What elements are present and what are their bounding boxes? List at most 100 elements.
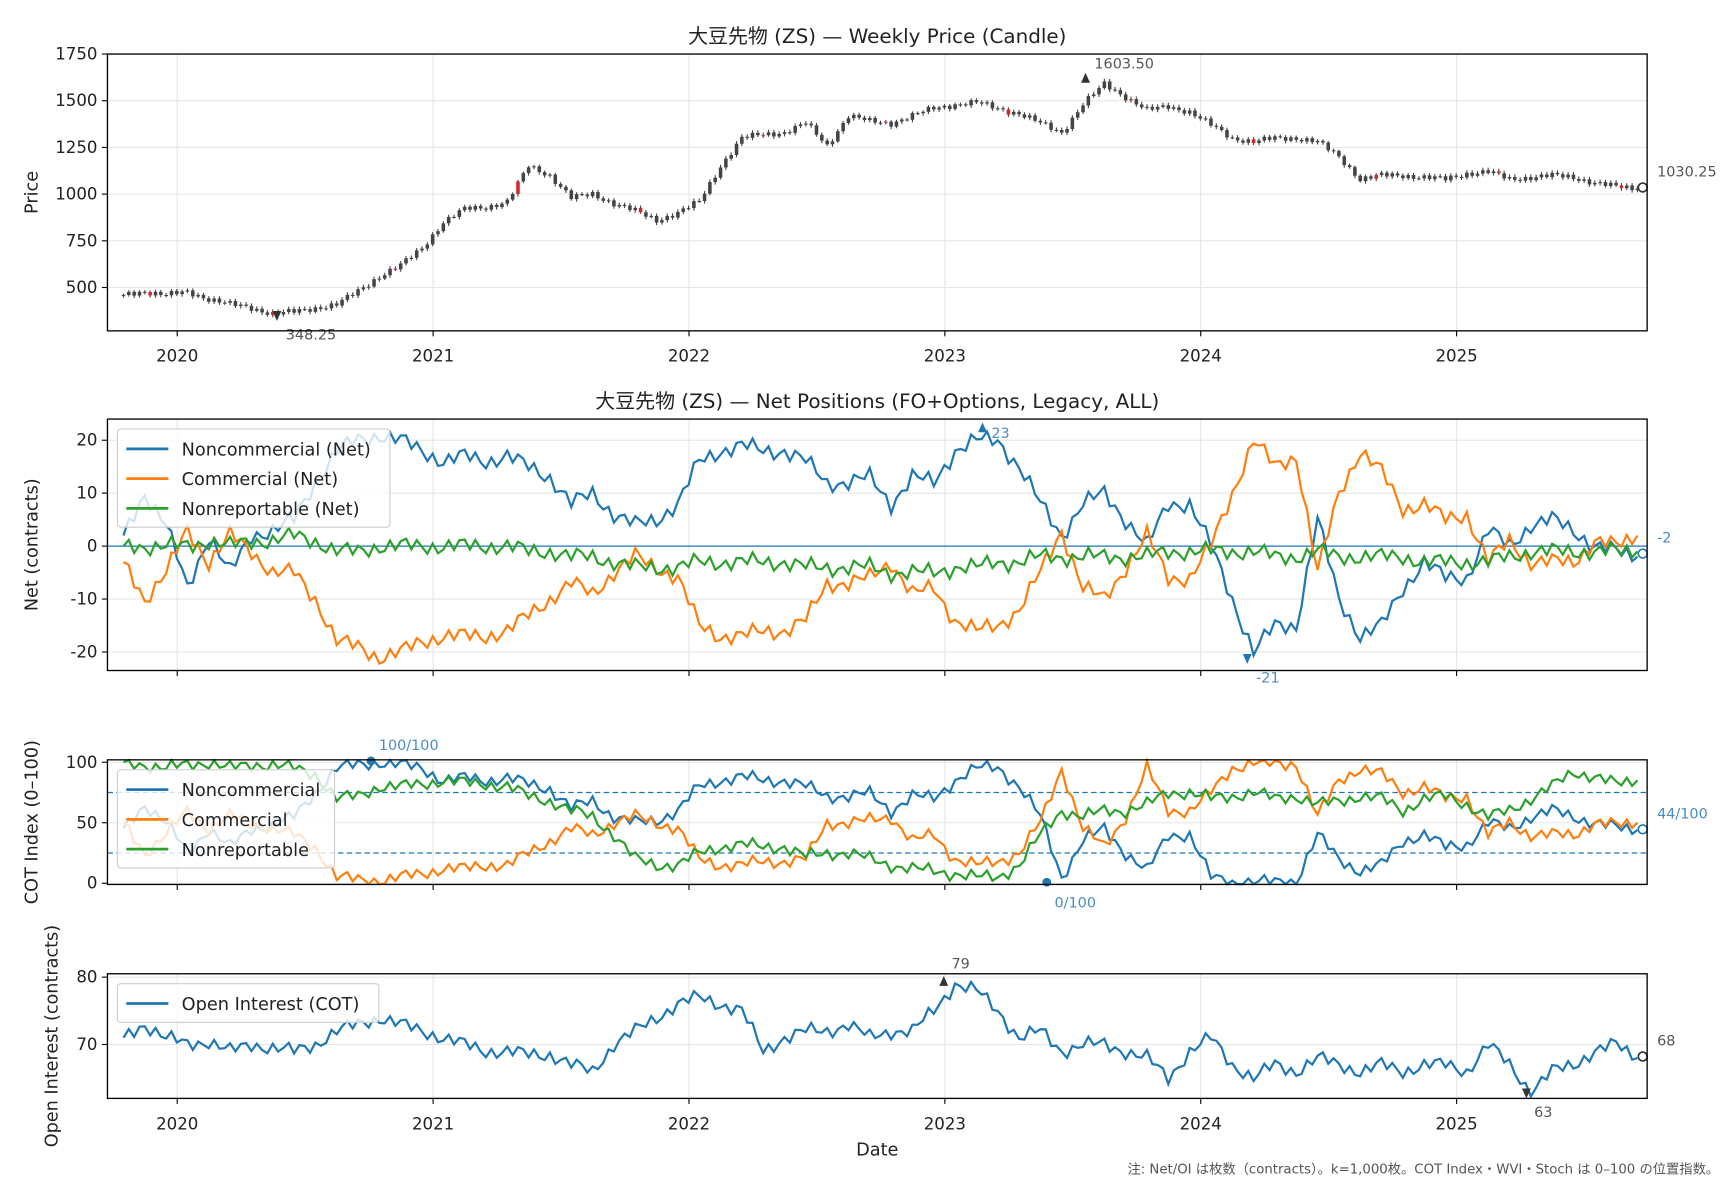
candle-body <box>926 106 931 112</box>
candle-body <box>702 193 707 202</box>
candle-body <box>724 158 728 168</box>
candle-body <box>516 181 520 195</box>
candle-body <box>223 302 227 304</box>
y-tick-label: 100 <box>66 753 98 772</box>
y-tick-label: 1250 <box>55 138 97 157</box>
candle-body <box>254 308 259 311</box>
candle-body <box>1262 136 1267 141</box>
candle-body <box>473 205 478 210</box>
candle-body <box>207 298 211 302</box>
candle-body <box>878 122 883 124</box>
candle-body <box>761 135 765 137</box>
panel-2: -20 -10 0 10 20 大豆先物 (ZS) — Net Positions (FO… <box>23 390 1672 687</box>
candle-body <box>1555 172 1560 175</box>
candle-body <box>1049 122 1053 130</box>
candle-body <box>841 123 845 132</box>
candle-body <box>1011 111 1016 115</box>
candle-body <box>1118 90 1123 95</box>
candle-body <box>766 132 771 136</box>
candle-body <box>1086 96 1091 106</box>
candle-body <box>1507 176 1512 179</box>
candle-body <box>1043 122 1048 124</box>
candle-body <box>510 194 515 200</box>
panel-title: 大豆先物 (ZS) — Weekly Price (Candle) <box>688 25 1066 48</box>
legend: Open Interest (COT) <box>116 983 380 1023</box>
series-line-noncommercial <box>122 758 1639 886</box>
candle-body <box>601 198 606 201</box>
series-line-commercial <box>122 756 1639 886</box>
candle-body <box>420 248 424 251</box>
candle-body <box>494 204 499 208</box>
candle-body <box>1257 140 1261 144</box>
x-tick-label: 2025 <box>1435 347 1477 366</box>
candle-body <box>1209 118 1213 126</box>
candle-body <box>969 100 973 106</box>
legend-label: Nonreportable <box>182 841 309 861</box>
candle-body <box>212 298 216 302</box>
min-annotation: 63 <box>1534 1105 1552 1121</box>
candle-body <box>1299 139 1304 142</box>
x-tick-label: 2022 <box>668 347 710 366</box>
last-marker-icon <box>1637 182 1648 193</box>
candle-body <box>942 105 947 108</box>
candle-body <box>1614 182 1618 186</box>
candle-body <box>1305 138 1309 142</box>
candle-body <box>1353 167 1357 176</box>
candle-body <box>1091 94 1096 97</box>
plot-area <box>107 756 1648 886</box>
candle-body <box>1358 175 1363 182</box>
candle-body <box>239 304 243 307</box>
candle-body <box>777 133 781 137</box>
candle-body <box>1065 128 1069 133</box>
candle-body <box>708 182 712 194</box>
x-tick-label: 2023 <box>924 1114 966 1133</box>
candle-body <box>963 104 968 106</box>
candle-body <box>1219 126 1224 130</box>
candle-body <box>372 279 376 287</box>
candle-body <box>1326 142 1331 151</box>
candle-body <box>132 291 136 296</box>
candle-body <box>814 125 819 135</box>
candle-body <box>868 117 872 121</box>
candle-body <box>1529 176 1533 181</box>
candle-body <box>468 206 472 210</box>
panel-4: 2020 2021 2022 2023 2024 2025 70 80 Open Interes… <box>43 925 1676 1161</box>
max-marker-icon <box>1081 72 1090 83</box>
x-tick-label: 2021 <box>412 347 454 366</box>
candle-body <box>1166 105 1171 109</box>
legend-label: Open Interest (COT) <box>182 995 360 1015</box>
candle-body <box>820 134 824 141</box>
candle-body <box>1150 106 1155 110</box>
candle-body <box>553 174 558 184</box>
candle-body <box>217 298 222 303</box>
candle-body <box>302 309 307 311</box>
candle-body <box>953 104 957 109</box>
candle-body <box>1001 108 1005 110</box>
candle-body <box>356 289 360 296</box>
candle-body <box>249 305 254 311</box>
min-marker-icon <box>1242 653 1252 664</box>
candle-body <box>324 308 328 310</box>
candle-body <box>1582 179 1586 181</box>
candle-body <box>660 220 664 223</box>
candle-body <box>1246 139 1251 143</box>
legend-label: Noncommercial (Net) <box>182 440 371 460</box>
min-marker-icon <box>1042 877 1052 887</box>
candle-body <box>564 186 568 191</box>
candle-body <box>1273 136 1277 140</box>
candle-body <box>894 121 899 127</box>
x-tick-label: 2020 <box>156 1114 198 1133</box>
candle-body <box>1545 174 1549 178</box>
candle-body <box>1161 105 1165 107</box>
candle-body <box>1433 176 1437 180</box>
candle-body <box>1427 175 1432 180</box>
candle-body <box>580 194 584 196</box>
candle-body <box>345 294 350 300</box>
candle-body <box>143 291 147 293</box>
candle-body <box>1054 129 1059 131</box>
candle-body <box>1523 176 1528 181</box>
candle-body <box>228 301 232 303</box>
min-marker-icon <box>1521 1088 1531 1099</box>
candle-body <box>1369 176 1373 179</box>
legend-label: Commercial <box>182 811 288 831</box>
